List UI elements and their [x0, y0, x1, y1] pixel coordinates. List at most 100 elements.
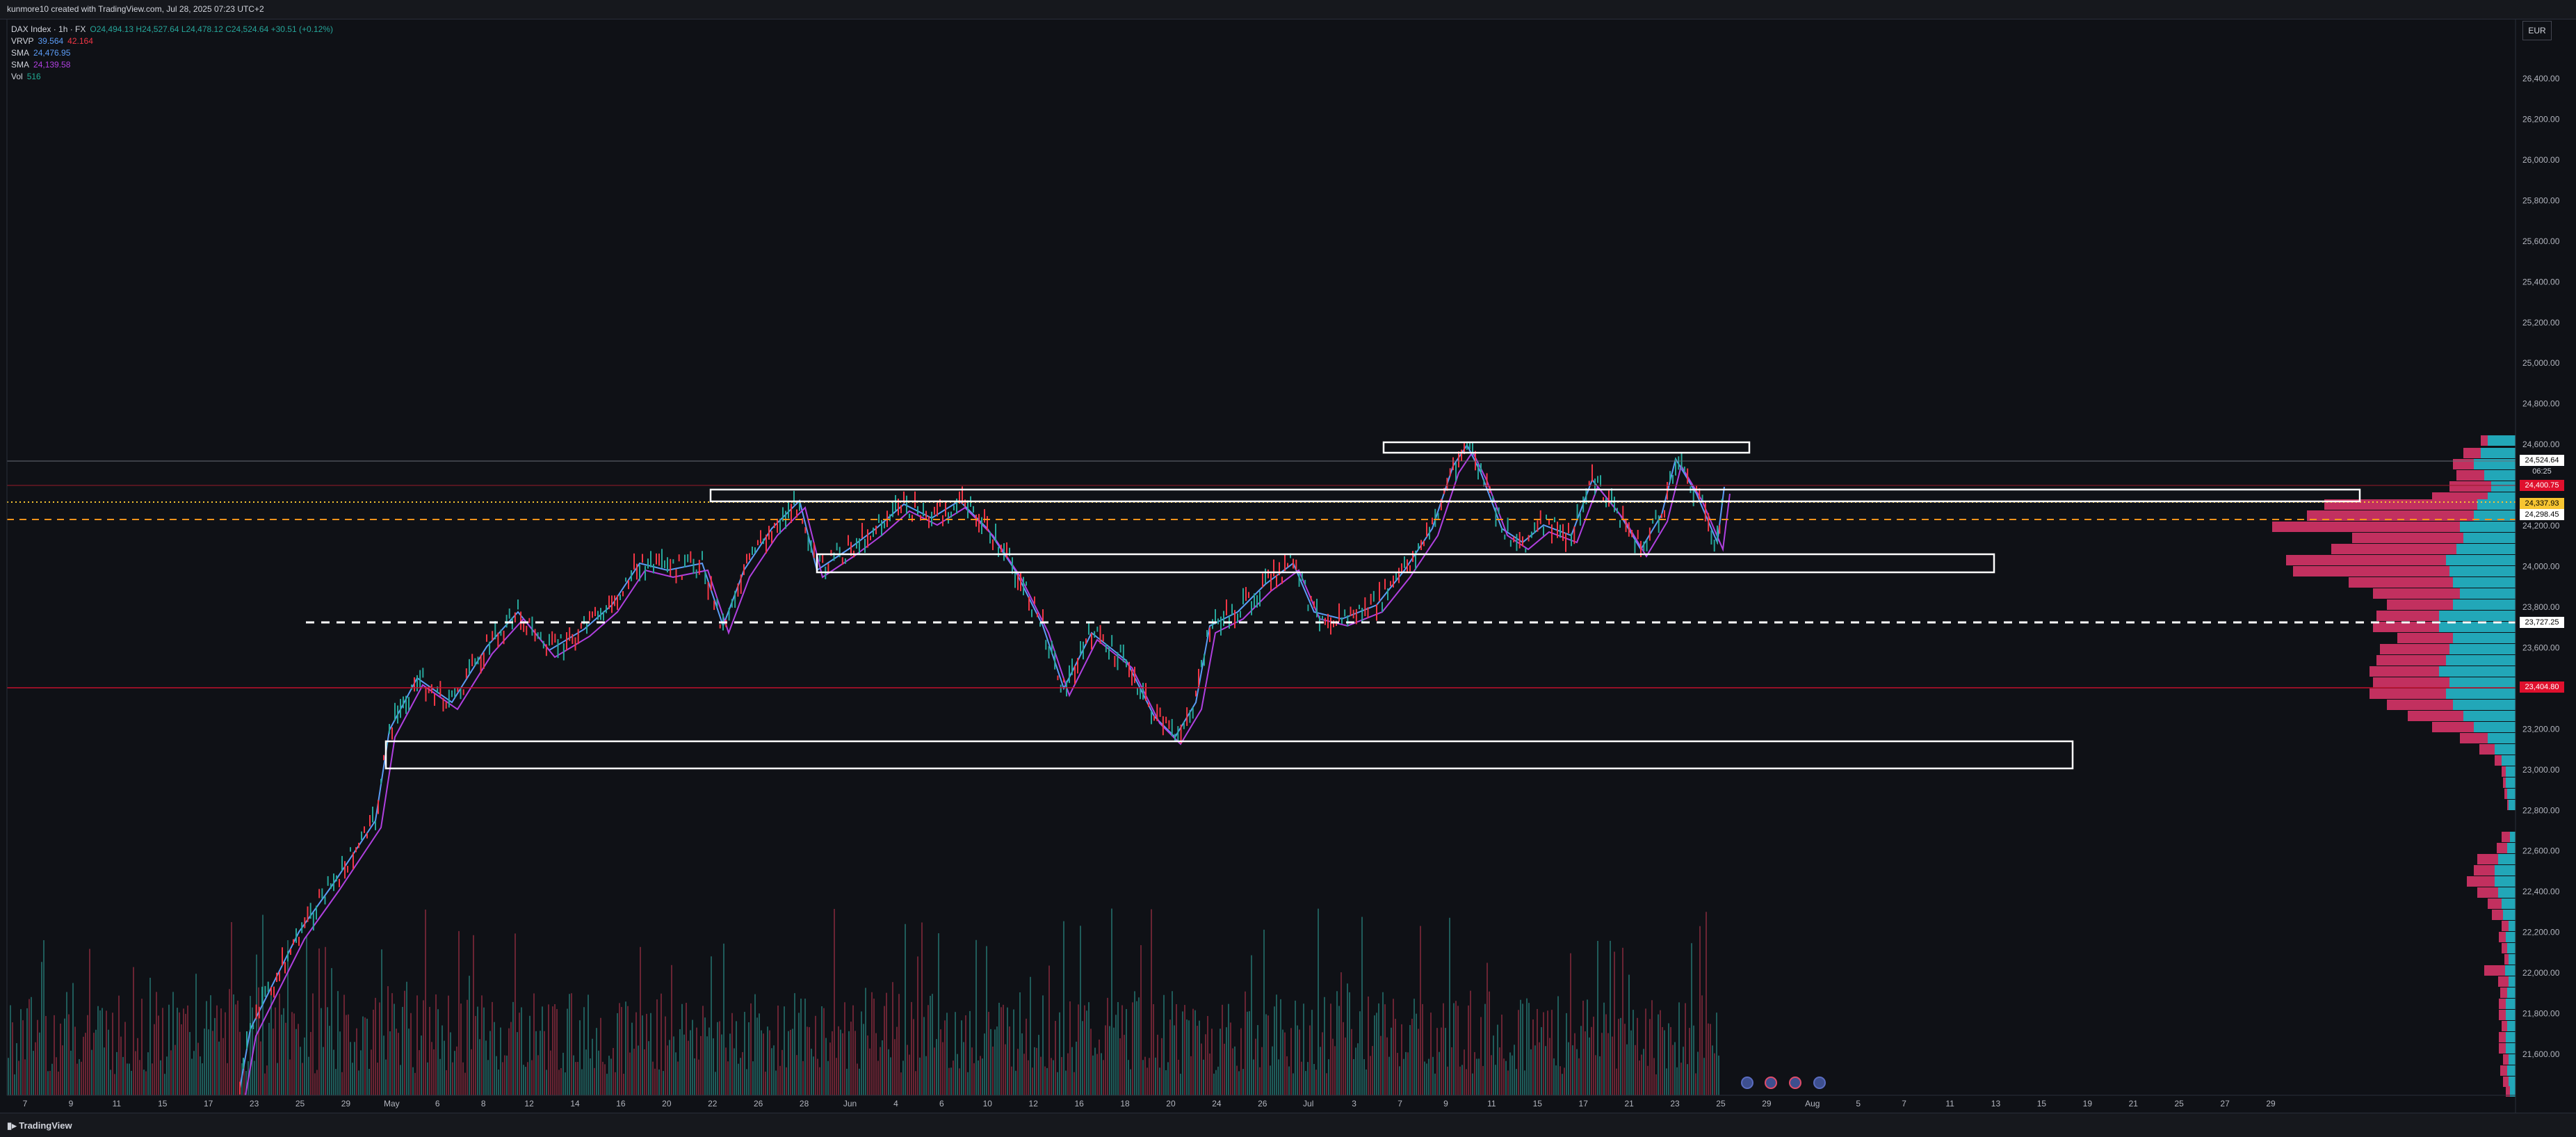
- volume-profile-down: [2477, 854, 2498, 864]
- sma1-label: SMA: [11, 48, 30, 58]
- time-tick: 25: [295, 1099, 305, 1108]
- event-icon[interactable]: [1765, 1076, 1777, 1089]
- volume-profile-down: [2502, 766, 2506, 777]
- time-tick: 24: [1212, 1099, 1222, 1108]
- volume-profile-down: [2504, 954, 2509, 965]
- price-tick: 22,000.00: [2522, 968, 2560, 978]
- volume-profile-up: [2505, 965, 2516, 976]
- volume-profile-down: [2449, 481, 2491, 492]
- vol-label: Vol: [11, 72, 23, 81]
- volume-profile-down: [2477, 887, 2498, 898]
- volume-profile-up: [2506, 777, 2516, 788]
- volume-profile-up: [2502, 755, 2516, 766]
- price-tick: 21,600.00: [2522, 1049, 2560, 1059]
- volume-profile-down: [2503, 1076, 2509, 1087]
- volume-profile-down: [2500, 1065, 2507, 1076]
- volume-profile-down: [2467, 876, 2495, 887]
- volume-profile-down: [2498, 976, 2509, 987]
- ohlc-values: O24,494.13 H24,527.64 L24,478.12 C24,524…: [90, 24, 333, 34]
- volume-profile-up: [2509, 954, 2516, 965]
- zone-rectangle: [384, 740, 2074, 770]
- time-tick: 10: [983, 1099, 993, 1108]
- volume-profile-down: [2286, 555, 2446, 565]
- volume-profile-up: [2446, 688, 2516, 699]
- volume-profile-down: [2373, 677, 2449, 688]
- price-tick: 25,200.00: [2522, 318, 2560, 328]
- tradingview-logo[interactable]: ▮▸ TradingView: [7, 1120, 72, 1131]
- volume-profile-up: [2507, 1065, 2516, 1076]
- volume-profile-down: [2484, 965, 2505, 976]
- volume-profile-down: [2331, 544, 2456, 554]
- time-tick: 9: [1443, 1099, 1448, 1108]
- time-tick: 6: [939, 1099, 944, 1108]
- volume-profile-down: [2272, 522, 2460, 532]
- volume-profile-down: [2380, 644, 2449, 654]
- volume-profile-down: [2488, 898, 2502, 909]
- level-label-dash: 23,727.25: [2520, 617, 2564, 628]
- price-tick: 25,600.00: [2522, 236, 2560, 246]
- time-tick: 9: [69, 1099, 74, 1108]
- volume-profile-up: [2507, 943, 2516, 953]
- volume-profile-down: [2499, 932, 2506, 942]
- volume-profile-up: [2453, 633, 2516, 643]
- volume-profile-down: [2293, 566, 2449, 576]
- time-tick: 18: [1120, 1099, 1130, 1108]
- volume-profile-up: [2474, 722, 2516, 732]
- volume-profile-up: [2498, 887, 2516, 898]
- time-tick: 29: [1762, 1099, 1772, 1108]
- volume-profile-up: [2477, 499, 2516, 510]
- volume-profile-down: [2397, 633, 2453, 643]
- volume-profile-up: [2510, 1086, 2516, 1097]
- time-tick: 11: [1487, 1099, 1496, 1108]
- time-tick: 13: [1991, 1099, 2001, 1108]
- level-label-red2: 23,404.80: [2520, 682, 2564, 693]
- volume-profile-down: [2499, 999, 2506, 1009]
- countdown-label: 06:25: [2520, 466, 2564, 477]
- volume-profile-down: [2373, 622, 2439, 632]
- volume-profile-up: [2460, 588, 2516, 599]
- volume-profile-up: [2488, 733, 2516, 743]
- time-tick: 14: [570, 1099, 580, 1108]
- time-tick: Jul: [1303, 1099, 1313, 1108]
- time-tick: 15: [2037, 1099, 2047, 1108]
- volume-profile: [2272, 435, 2516, 1097]
- price-tick: 22,800.00: [2522, 805, 2560, 815]
- volume-profile-up: [2509, 921, 2516, 931]
- volume-bars: [8, 908, 1719, 1095]
- currency-selector[interactable]: EUR: [2522, 21, 2552, 40]
- price-tick: 22,400.00: [2522, 887, 2560, 896]
- volume-profile-up: [2507, 1021, 2516, 1031]
- time-tick: 23: [1670, 1099, 1680, 1108]
- volume-profile-down: [2503, 777, 2506, 788]
- time-tick: 29: [2266, 1099, 2276, 1108]
- time-tick: 11: [113, 1099, 122, 1108]
- time-tick: 4: [893, 1099, 898, 1108]
- time-tick: 22: [708, 1099, 718, 1108]
- time-tick: 25: [2174, 1099, 2184, 1108]
- sma-line-1: [239, 444, 1725, 1089]
- volume-profile-down: [2387, 599, 2453, 610]
- volume-profile-up: [2491, 481, 2516, 492]
- price-tick: 23,600.00: [2522, 643, 2560, 652]
- price-tick: 21,800.00: [2522, 1009, 2560, 1019]
- time-tick: 16: [1074, 1099, 1084, 1108]
- vrvp-label: VRVP: [11, 36, 34, 46]
- event-icon[interactable]: [1789, 1076, 1801, 1089]
- volume-profile-up: [2463, 533, 2516, 543]
- price-tick: 26,200.00: [2522, 114, 2560, 124]
- price-tick: 23,000.00: [2522, 765, 2560, 775]
- volume-profile-down: [2497, 843, 2507, 853]
- price-tick: 23,800.00: [2522, 602, 2560, 612]
- vrvp-value-1: 39.564: [38, 36, 64, 46]
- event-icon[interactable]: [1813, 1076, 1826, 1089]
- volume-profile-up: [2449, 677, 2516, 688]
- last-price-label: 24,524.64: [2520, 455, 2564, 466]
- volume-profile-down: [2349, 577, 2453, 588]
- time-tick: 25: [1716, 1099, 1726, 1108]
- event-icon[interactable]: [1741, 1076, 1753, 1089]
- volume-profile-down: [2376, 611, 2439, 621]
- volume-profile-up: [2510, 832, 2516, 842]
- volume-profile-up: [2506, 1010, 2516, 1020]
- vrvp-value-2: 42.164: [67, 36, 93, 46]
